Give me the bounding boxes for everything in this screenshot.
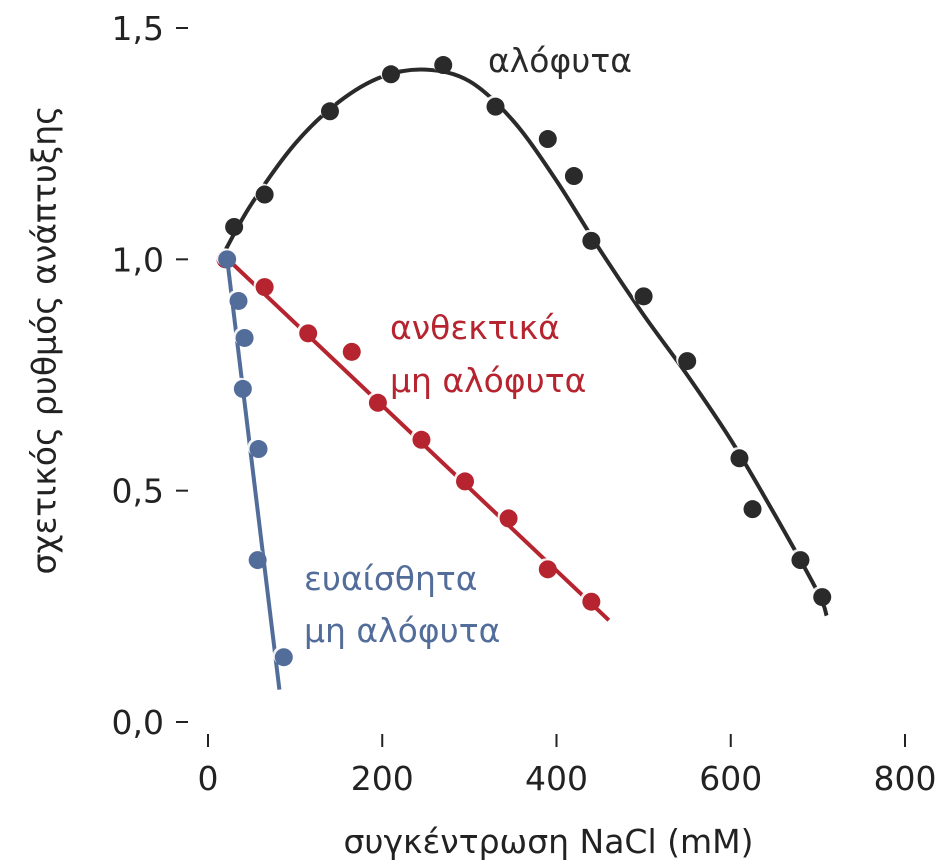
x-tick-label: 800 bbox=[874, 759, 937, 798]
fit-line bbox=[225, 259, 282, 690]
data-point bbox=[255, 278, 274, 297]
data-point bbox=[678, 352, 697, 371]
data-point bbox=[368, 393, 387, 412]
series-label-sensitive-nonhalophytes: ευαίσθητα μη αλόφυτα bbox=[304, 559, 500, 650]
x-tick-label: 600 bbox=[699, 759, 762, 798]
series-label-line: μη αλόφυτα bbox=[304, 611, 500, 650]
series-label-line: ανθεκτικά bbox=[390, 308, 560, 347]
y-tick-label: 0,0 bbox=[112, 703, 164, 742]
data-point bbox=[634, 287, 653, 306]
data-point bbox=[320, 102, 339, 121]
data-point bbox=[299, 324, 318, 343]
series-layer bbox=[214, 54, 832, 690]
data-point bbox=[486, 97, 505, 116]
data-point bbox=[235, 328, 254, 347]
y-axis: 0,0 0,5 1,0 1,5 bbox=[112, 9, 188, 742]
data-point bbox=[218, 250, 237, 269]
data-point bbox=[342, 342, 361, 361]
data-point bbox=[274, 648, 293, 667]
data-point bbox=[412, 430, 431, 449]
data-point bbox=[730, 449, 749, 468]
data-point bbox=[743, 500, 762, 519]
series-tolerant-nonhalophytes bbox=[214, 248, 611, 622]
data-point bbox=[233, 379, 252, 398]
series-label-halophytes: αλόφυτα bbox=[488, 41, 632, 80]
data-point bbox=[538, 560, 557, 579]
data-point bbox=[229, 291, 248, 310]
y-axis-title: σχετικός ρυθμός ανάπτυξης bbox=[25, 105, 64, 574]
x-axis-title: συγκέντρωση NaCl (mM) bbox=[343, 822, 753, 861]
data-point bbox=[249, 440, 268, 459]
series-halophytes bbox=[223, 54, 832, 617]
data-point bbox=[381, 65, 400, 84]
series-label-line: μη αλόφυτα bbox=[390, 361, 586, 400]
y-tick-label: 0,5 bbox=[112, 472, 164, 511]
series-label-tolerant-nonhalophytes: ανθεκτικά μη αλόφυτα bbox=[390, 308, 586, 400]
x-tick-label: 0 bbox=[198, 759, 219, 798]
series-label-line: ευαίσθητα bbox=[304, 559, 478, 598]
data-point bbox=[225, 217, 244, 236]
x-tick-label: 400 bbox=[525, 759, 588, 798]
data-point bbox=[582, 592, 601, 611]
data-point bbox=[434, 56, 453, 75]
x-axis: 0 200 400 600 800 bbox=[198, 734, 937, 798]
data-point bbox=[813, 588, 832, 607]
data-point bbox=[791, 551, 810, 570]
data-point bbox=[538, 130, 557, 149]
y-tick-label: 1,5 bbox=[112, 9, 164, 48]
data-point bbox=[564, 167, 583, 186]
data-point bbox=[582, 231, 601, 250]
fit-line bbox=[223, 67, 829, 617]
y-tick-label: 1,0 bbox=[112, 240, 164, 279]
data-point bbox=[255, 185, 274, 204]
data-point bbox=[456, 472, 475, 491]
data-point bbox=[499, 509, 518, 528]
data-point bbox=[248, 551, 267, 570]
x-tick-label: 200 bbox=[351, 759, 414, 798]
series-sensitive-nonhalophytes bbox=[216, 248, 293, 690]
